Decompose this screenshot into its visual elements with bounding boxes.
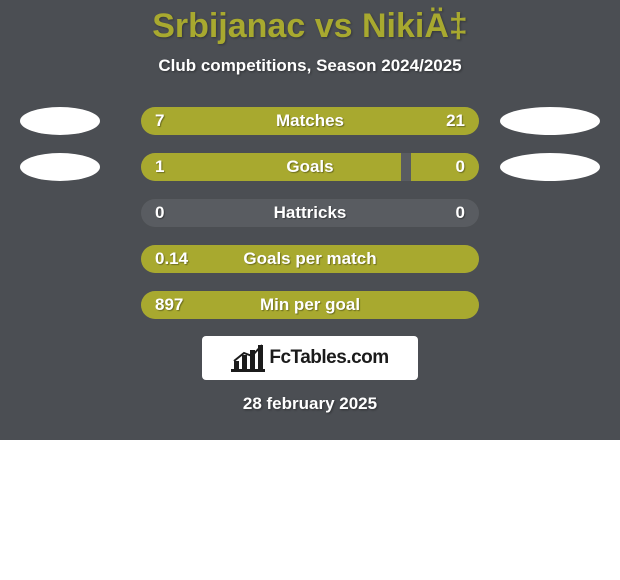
stat-label: Min per goal — [141, 291, 479, 319]
bar-track: Goals per match0.14 — [140, 244, 480, 274]
stat-row: Goals1 0 — [0, 152, 620, 182]
team-logo-right — [500, 153, 600, 181]
brand-chart-icon — [231, 343, 265, 373]
stat-value-right: 0 — [456, 153, 465, 181]
subtitle: Club competitions, Season 2024/2025 — [0, 56, 620, 76]
stat-value-left: 7 — [155, 107, 164, 135]
team-logo-left — [20, 107, 100, 135]
stat-row: Hattricks0 0 — [0, 198, 620, 228]
stat-label: Goals — [141, 153, 479, 181]
stat-value-right: 0 — [456, 199, 465, 227]
date-line: 28 february 2025 — [0, 394, 620, 414]
comparison-card: Srbijanac vs NikiÄ‡ Club competitions, S… — [0, 0, 620, 440]
stat-row: Goals per match0.14 — [0, 244, 620, 274]
stat-value-left: 1 — [155, 153, 164, 181]
stat-value-left: 0.14 — [155, 245, 188, 273]
stats-area: Matches721Goals10Hattricks00Goals per ma… — [0, 106, 620, 320]
stat-label: Hattricks — [141, 199, 479, 227]
stat-row: Min per goal897 — [0, 290, 620, 320]
bar-track: Min per goal897 — [140, 290, 480, 320]
brand-text: FcTables.com — [269, 347, 388, 369]
bar-track: Hattricks0 0 — [140, 198, 480, 228]
page-title: Srbijanac vs NikiÄ‡ — [0, 7, 620, 46]
stat-label: Goals per match — [141, 245, 479, 273]
stat-value-right: 21 — [446, 107, 465, 135]
team-logo-left — [20, 153, 100, 181]
brand-box[interactable]: FcTables.com — [202, 336, 418, 380]
team-logo-right — [500, 107, 600, 135]
stat-label: Matches — [141, 107, 479, 135]
stat-value-left: 0 — [155, 199, 164, 227]
bar-track: Matches7 21 — [140, 106, 480, 136]
stat-row: Matches7 21 — [0, 106, 620, 136]
stat-value-left: 897 — [155, 291, 183, 319]
bar-track: Goals1 0 — [140, 152, 480, 182]
